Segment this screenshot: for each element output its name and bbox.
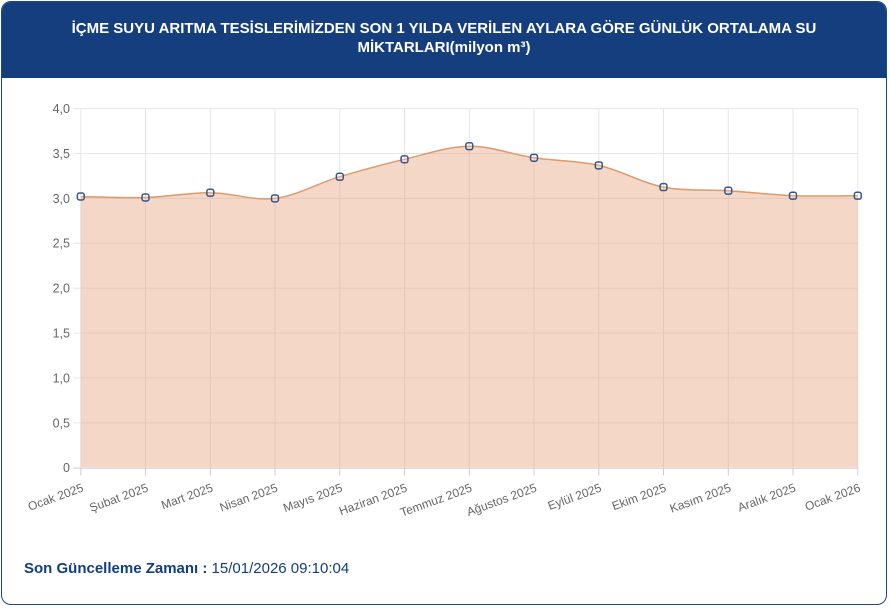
svg-text:2,0: 2,0 [53,282,70,296]
svg-text:Ocak 2025: Ocak 2025 [26,481,86,514]
svg-text:Haziran 2025: Haziran 2025 [337,481,409,519]
svg-text:1,5: 1,5 [53,327,70,341]
svg-text:3,5: 3,5 [53,147,70,161]
svg-text:0: 0 [63,461,70,475]
svg-text:Ekim 2025: Ekim 2025 [610,481,668,514]
svg-text:Mayıs 2025: Mayıs 2025 [281,481,344,515]
svg-text:1,0: 1,0 [53,371,70,385]
svg-text:3,0: 3,0 [53,192,70,206]
svg-text:2,5: 2,5 [53,237,70,251]
svg-text:Şubat 2025: Şubat 2025 [88,481,151,515]
svg-text:Mart 2025: Mart 2025 [159,481,215,513]
svg-text:Ocak 2026: Ocak 2026 [803,481,863,514]
svg-text:Aralık 2025: Aralık 2025 [736,481,798,515]
svg-text:Eylül 2025: Eylül 2025 [546,481,604,513]
svg-text:0,5: 0,5 [53,416,70,430]
svg-text:Ağustos 2025: Ağustos 2025 [465,481,539,519]
svg-text:Temmuz 2025: Temmuz 2025 [398,481,474,520]
svg-text:4,0: 4,0 [53,102,70,116]
svg-text:Kasım 2025: Kasım 2025 [668,481,733,516]
svg-text:Nisan 2025: Nisan 2025 [218,481,280,515]
